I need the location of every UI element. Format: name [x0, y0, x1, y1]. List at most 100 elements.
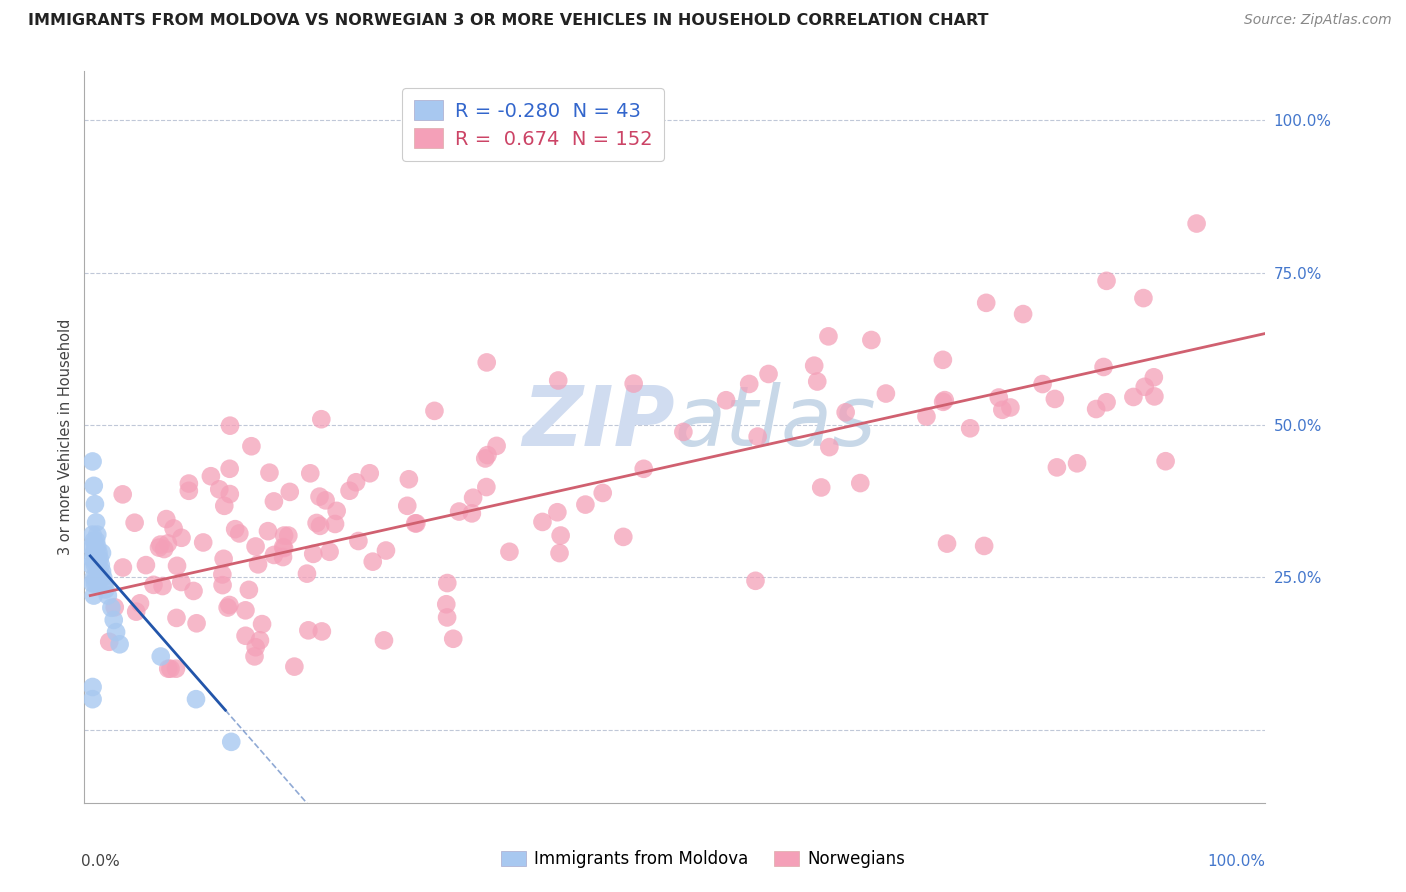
- Point: [166, 611, 188, 625]
- Point: [211, 567, 233, 582]
- Point: [672, 425, 695, 439]
- Point: [89, 552, 111, 566]
- Point: [103, 613, 125, 627]
- Point: [531, 515, 554, 529]
- Point: [461, 507, 484, 521]
- Point: [474, 451, 496, 466]
- Point: [273, 528, 295, 542]
- Point: [612, 530, 634, 544]
- Point: [93, 576, 115, 591]
- Point: [325, 504, 347, 518]
- Point: [1085, 402, 1108, 417]
- Point: [149, 538, 172, 552]
- Point: [283, 659, 305, 673]
- Point: [148, 541, 170, 555]
- Point: [84, 516, 107, 530]
- Point: [211, 578, 233, 592]
- Point: [806, 375, 828, 389]
- Point: [263, 548, 285, 562]
- Point: [142, 578, 165, 592]
- Point: [1032, 377, 1054, 392]
- Point: [82, 454, 104, 468]
- Text: IMMIGRANTS FROM MOLDOVA VS NORWEGIAN 3 OR MORE VEHICLES IN HOUSEHOLD CORRELATION: IMMIGRANTS FROM MOLDOVA VS NORWEGIAN 3 O…: [28, 13, 988, 29]
- Y-axis label: 3 or more Vehicles in Household: 3 or more Vehicles in Household: [58, 319, 73, 555]
- Point: [396, 499, 419, 513]
- Point: [423, 404, 446, 418]
- Point: [82, 552, 104, 566]
- Point: [111, 560, 134, 574]
- Point: [243, 649, 266, 664]
- Point: [129, 596, 152, 610]
- Point: [818, 440, 841, 454]
- Point: [86, 540, 108, 554]
- Point: [278, 484, 301, 499]
- Legend: R = -0.280  N = 43, R =  0.674  N = 152: R = -0.280 N = 43, R = 0.674 N = 152: [402, 88, 664, 161]
- Point: [153, 542, 176, 557]
- Point: [80, 540, 103, 554]
- Point: [744, 574, 766, 588]
- Point: [309, 519, 332, 533]
- Point: [165, 662, 187, 676]
- Point: [738, 376, 761, 391]
- Point: [747, 429, 769, 443]
- Point: [250, 617, 273, 632]
- Point: [810, 480, 832, 494]
- Point: [547, 374, 569, 388]
- Point: [305, 516, 328, 530]
- Point: [100, 600, 122, 615]
- Point: [86, 576, 108, 591]
- Point: [548, 546, 571, 560]
- Point: [212, 551, 235, 566]
- Point: [834, 405, 856, 419]
- Legend: Immigrants from Moldova, Norwegians: Immigrants from Moldova, Norwegians: [495, 844, 911, 875]
- Point: [1133, 380, 1156, 394]
- Point: [170, 574, 193, 589]
- Point: [441, 632, 464, 646]
- Point: [94, 582, 117, 597]
- Point: [398, 472, 420, 486]
- Point: [86, 558, 108, 573]
- Point: [477, 448, 499, 462]
- Point: [1012, 307, 1035, 321]
- Point: [973, 539, 995, 553]
- Point: [849, 476, 872, 491]
- Point: [235, 629, 257, 643]
- Point: [166, 558, 188, 573]
- Text: ZIP: ZIP: [522, 382, 675, 463]
- Point: [714, 393, 737, 408]
- Text: 0.0%: 0.0%: [80, 854, 120, 869]
- Text: Source: ZipAtlas.com: Source: ZipAtlas.com: [1244, 13, 1392, 28]
- Point: [860, 333, 883, 347]
- Point: [633, 462, 655, 476]
- Point: [84, 552, 107, 566]
- Point: [318, 545, 340, 559]
- Point: [214, 499, 236, 513]
- Point: [359, 467, 381, 481]
- Point: [1143, 370, 1166, 384]
- Point: [91, 564, 114, 578]
- Point: [155, 512, 177, 526]
- Point: [550, 528, 572, 542]
- Point: [1043, 392, 1066, 406]
- Point: [156, 536, 179, 550]
- Point: [361, 555, 384, 569]
- Point: [84, 570, 107, 584]
- Point: [125, 605, 148, 619]
- Point: [302, 547, 325, 561]
- Point: [240, 439, 263, 453]
- Point: [1143, 389, 1166, 403]
- Point: [592, 486, 614, 500]
- Point: [574, 498, 596, 512]
- Point: [177, 476, 200, 491]
- Point: [959, 421, 981, 435]
- Point: [1095, 395, 1118, 409]
- Point: [224, 522, 246, 536]
- Point: [449, 504, 471, 518]
- Point: [82, 680, 104, 694]
- Point: [124, 516, 146, 530]
- Point: [1000, 401, 1022, 415]
- Point: [219, 735, 242, 749]
- Point: [1095, 274, 1118, 288]
- Point: [111, 487, 134, 501]
- Point: [271, 549, 294, 564]
